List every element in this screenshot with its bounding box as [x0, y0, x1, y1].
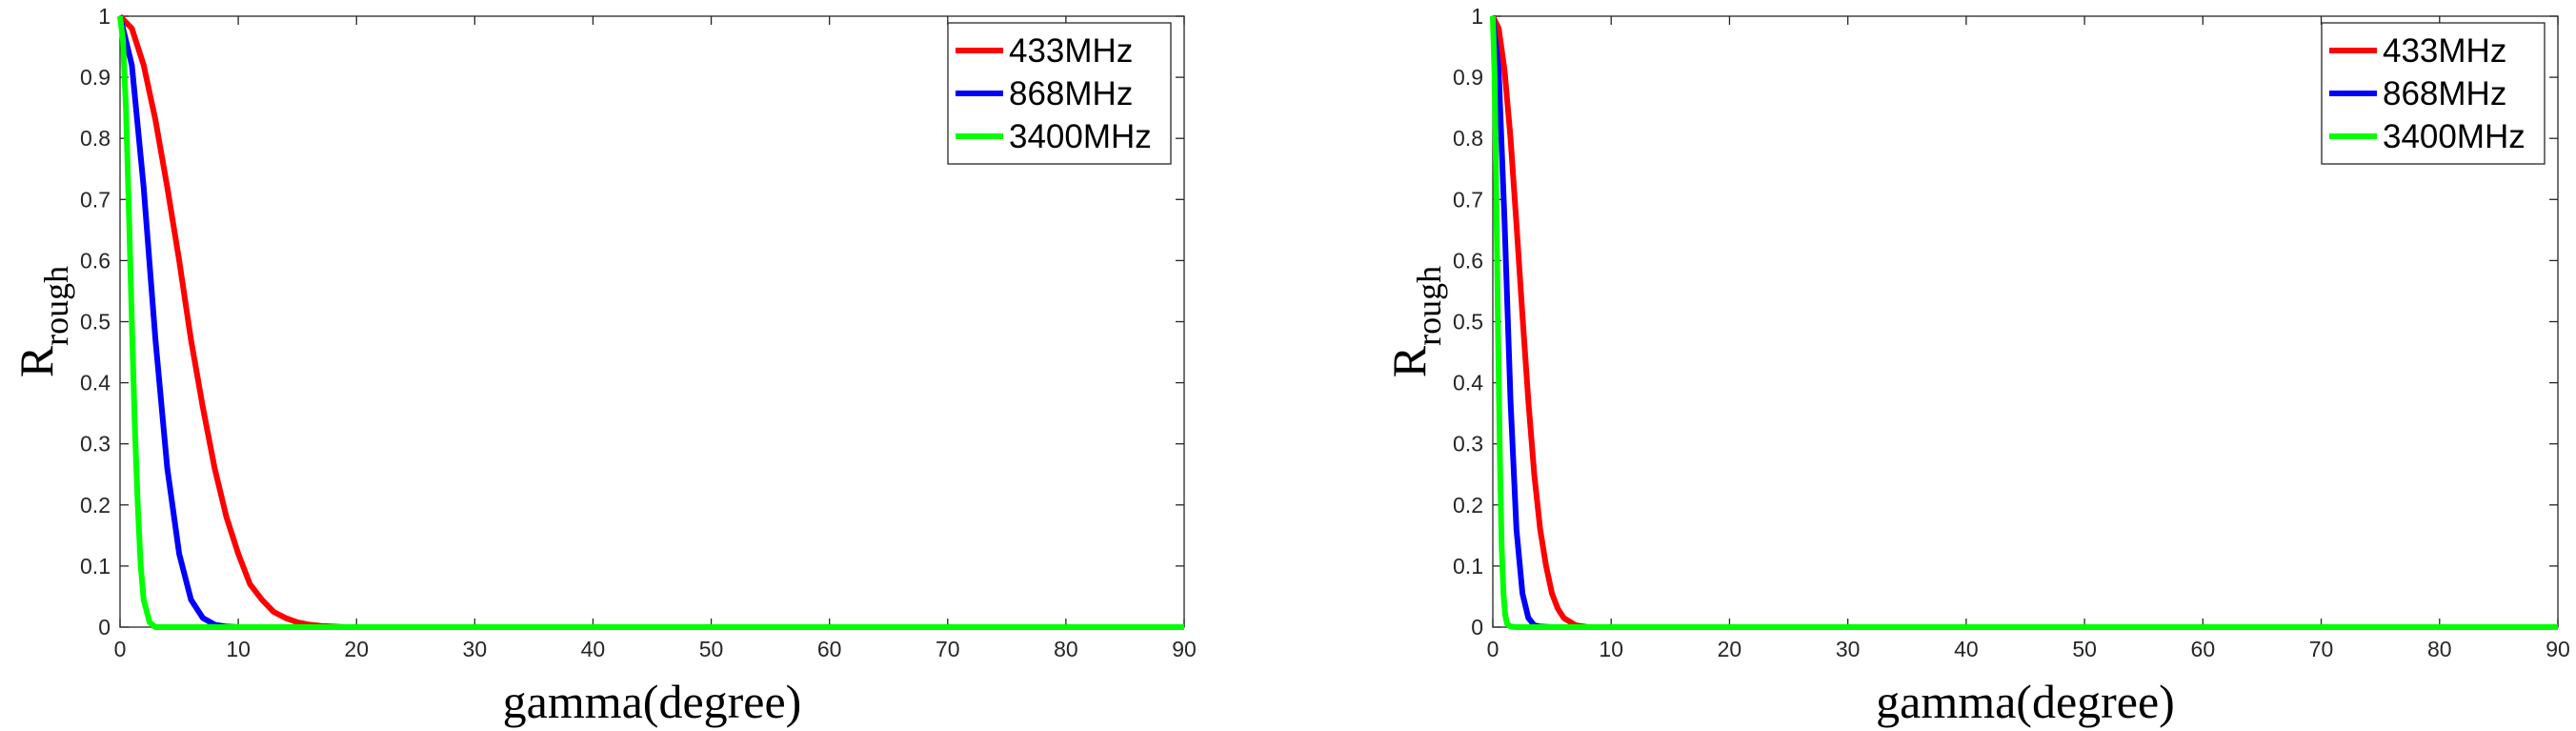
series-line-3400MHz	[1490, 15, 2558, 630]
y-tick-label: 0.9	[1453, 65, 1483, 90]
y-tick-label: 1	[1471, 4, 1483, 29]
x-tick-label: 30	[1836, 637, 1861, 661]
x-tick-label: 10	[226, 637, 251, 661]
x-tick-label: 90	[2546, 637, 2570, 661]
x-tick-label: 50	[2072, 637, 2097, 661]
y-tick-label: 0.2	[80, 493, 111, 518]
y-tick-label: 0.6	[80, 248, 111, 273]
x-tick-label: 60	[817, 637, 842, 661]
y-tick-label: 0.4	[80, 371, 111, 396]
x-tick-label: 90	[1172, 637, 1197, 661]
y-tick-label: 0.3	[1453, 432, 1483, 457]
y-tick-label: 0.7	[1453, 187, 1483, 212]
y-tick-label: 0.8	[80, 126, 111, 151]
x-tick-label: 40	[1954, 637, 1979, 661]
chart-panel-2: 0 10 20 30 40 50 60 70 80 90 0 0.1 0.2 0.3 0.4 0.5 0.6 0.…	[1382, 4, 2570, 728]
x-tick-label: 10	[1599, 637, 1623, 661]
x-tick-label: 0	[1487, 637, 1499, 661]
y-tick-label: 1	[98, 4, 111, 29]
x-tick-label: 80	[2427, 637, 2452, 661]
legend-label-433MHz: 433MHz	[1009, 32, 1133, 70]
y-axis-label: Rrough	[1382, 266, 1448, 377]
chart-panel-1: 0 10 20 30 40 50 60 70 80 90 0 0.1 0.2 0.3 0.4 0.5 0.6 0.…	[10, 4, 1197, 728]
y-tick-label: 0.5	[80, 310, 111, 335]
x-tick-label: 50	[699, 637, 724, 661]
y-tick-label: 0.9	[80, 65, 111, 90]
y-tick-label: 0.7	[80, 187, 111, 212]
legend: 433MHz 868MHz 3400MHz	[947, 22, 1172, 165]
x-tick-label: 70	[936, 637, 960, 661]
y-tick-label: 0	[1471, 615, 1483, 640]
y-tick-label: 0.8	[1453, 126, 1483, 151]
y-axis-label: Rrough	[10, 266, 75, 377]
y-tick-label: 0.6	[1453, 248, 1483, 273]
y-tick-label: 0.4	[1453, 371, 1483, 396]
legend-label-433MHz: 433MHz	[2383, 32, 2506, 70]
y-axis-label-subscript: rough	[37, 266, 75, 346]
y-tick-label: 0.2	[1453, 493, 1483, 518]
y-axis-label-subscript: rough	[1410, 266, 1448, 346]
x-tick-label: 80	[1054, 637, 1078, 661]
y-tick-label: 0.3	[80, 432, 111, 457]
y-tick-label: 0.1	[80, 554, 111, 579]
x-tick-label: 20	[1718, 637, 1742, 661]
x-axis-label: gamma(degree)	[1876, 675, 2175, 728]
x-axis-label: gamma(degree)	[503, 675, 802, 728]
legend-label-3400MHz: 3400MHz	[2383, 118, 2526, 155]
y-tick-label: 0.5	[1453, 310, 1483, 335]
legend-label-868MHz: 868MHz	[1009, 75, 1133, 112]
y-axis-label-main: R	[10, 345, 63, 377]
x-tick-label: 0	[114, 637, 127, 661]
legend-label-868MHz: 868MHz	[2383, 75, 2506, 112]
series-line-3400MHz	[117, 15, 1184, 630]
x-tick-label: 70	[2309, 637, 2334, 661]
x-tick-label: 40	[581, 637, 606, 661]
y-tick-label: 0.1	[1453, 554, 1483, 579]
x-tick-label: 30	[463, 637, 488, 661]
y-tick-label: 0	[98, 615, 111, 640]
x-tick-label: 20	[344, 637, 369, 661]
y-axis-label-main: R	[1382, 345, 1436, 377]
legend-label-3400MHz: 3400MHz	[1009, 118, 1152, 155]
x-tick-label: 60	[2191, 637, 2216, 661]
legend: 433MHz 868MHz 3400MHz	[2321, 22, 2546, 165]
